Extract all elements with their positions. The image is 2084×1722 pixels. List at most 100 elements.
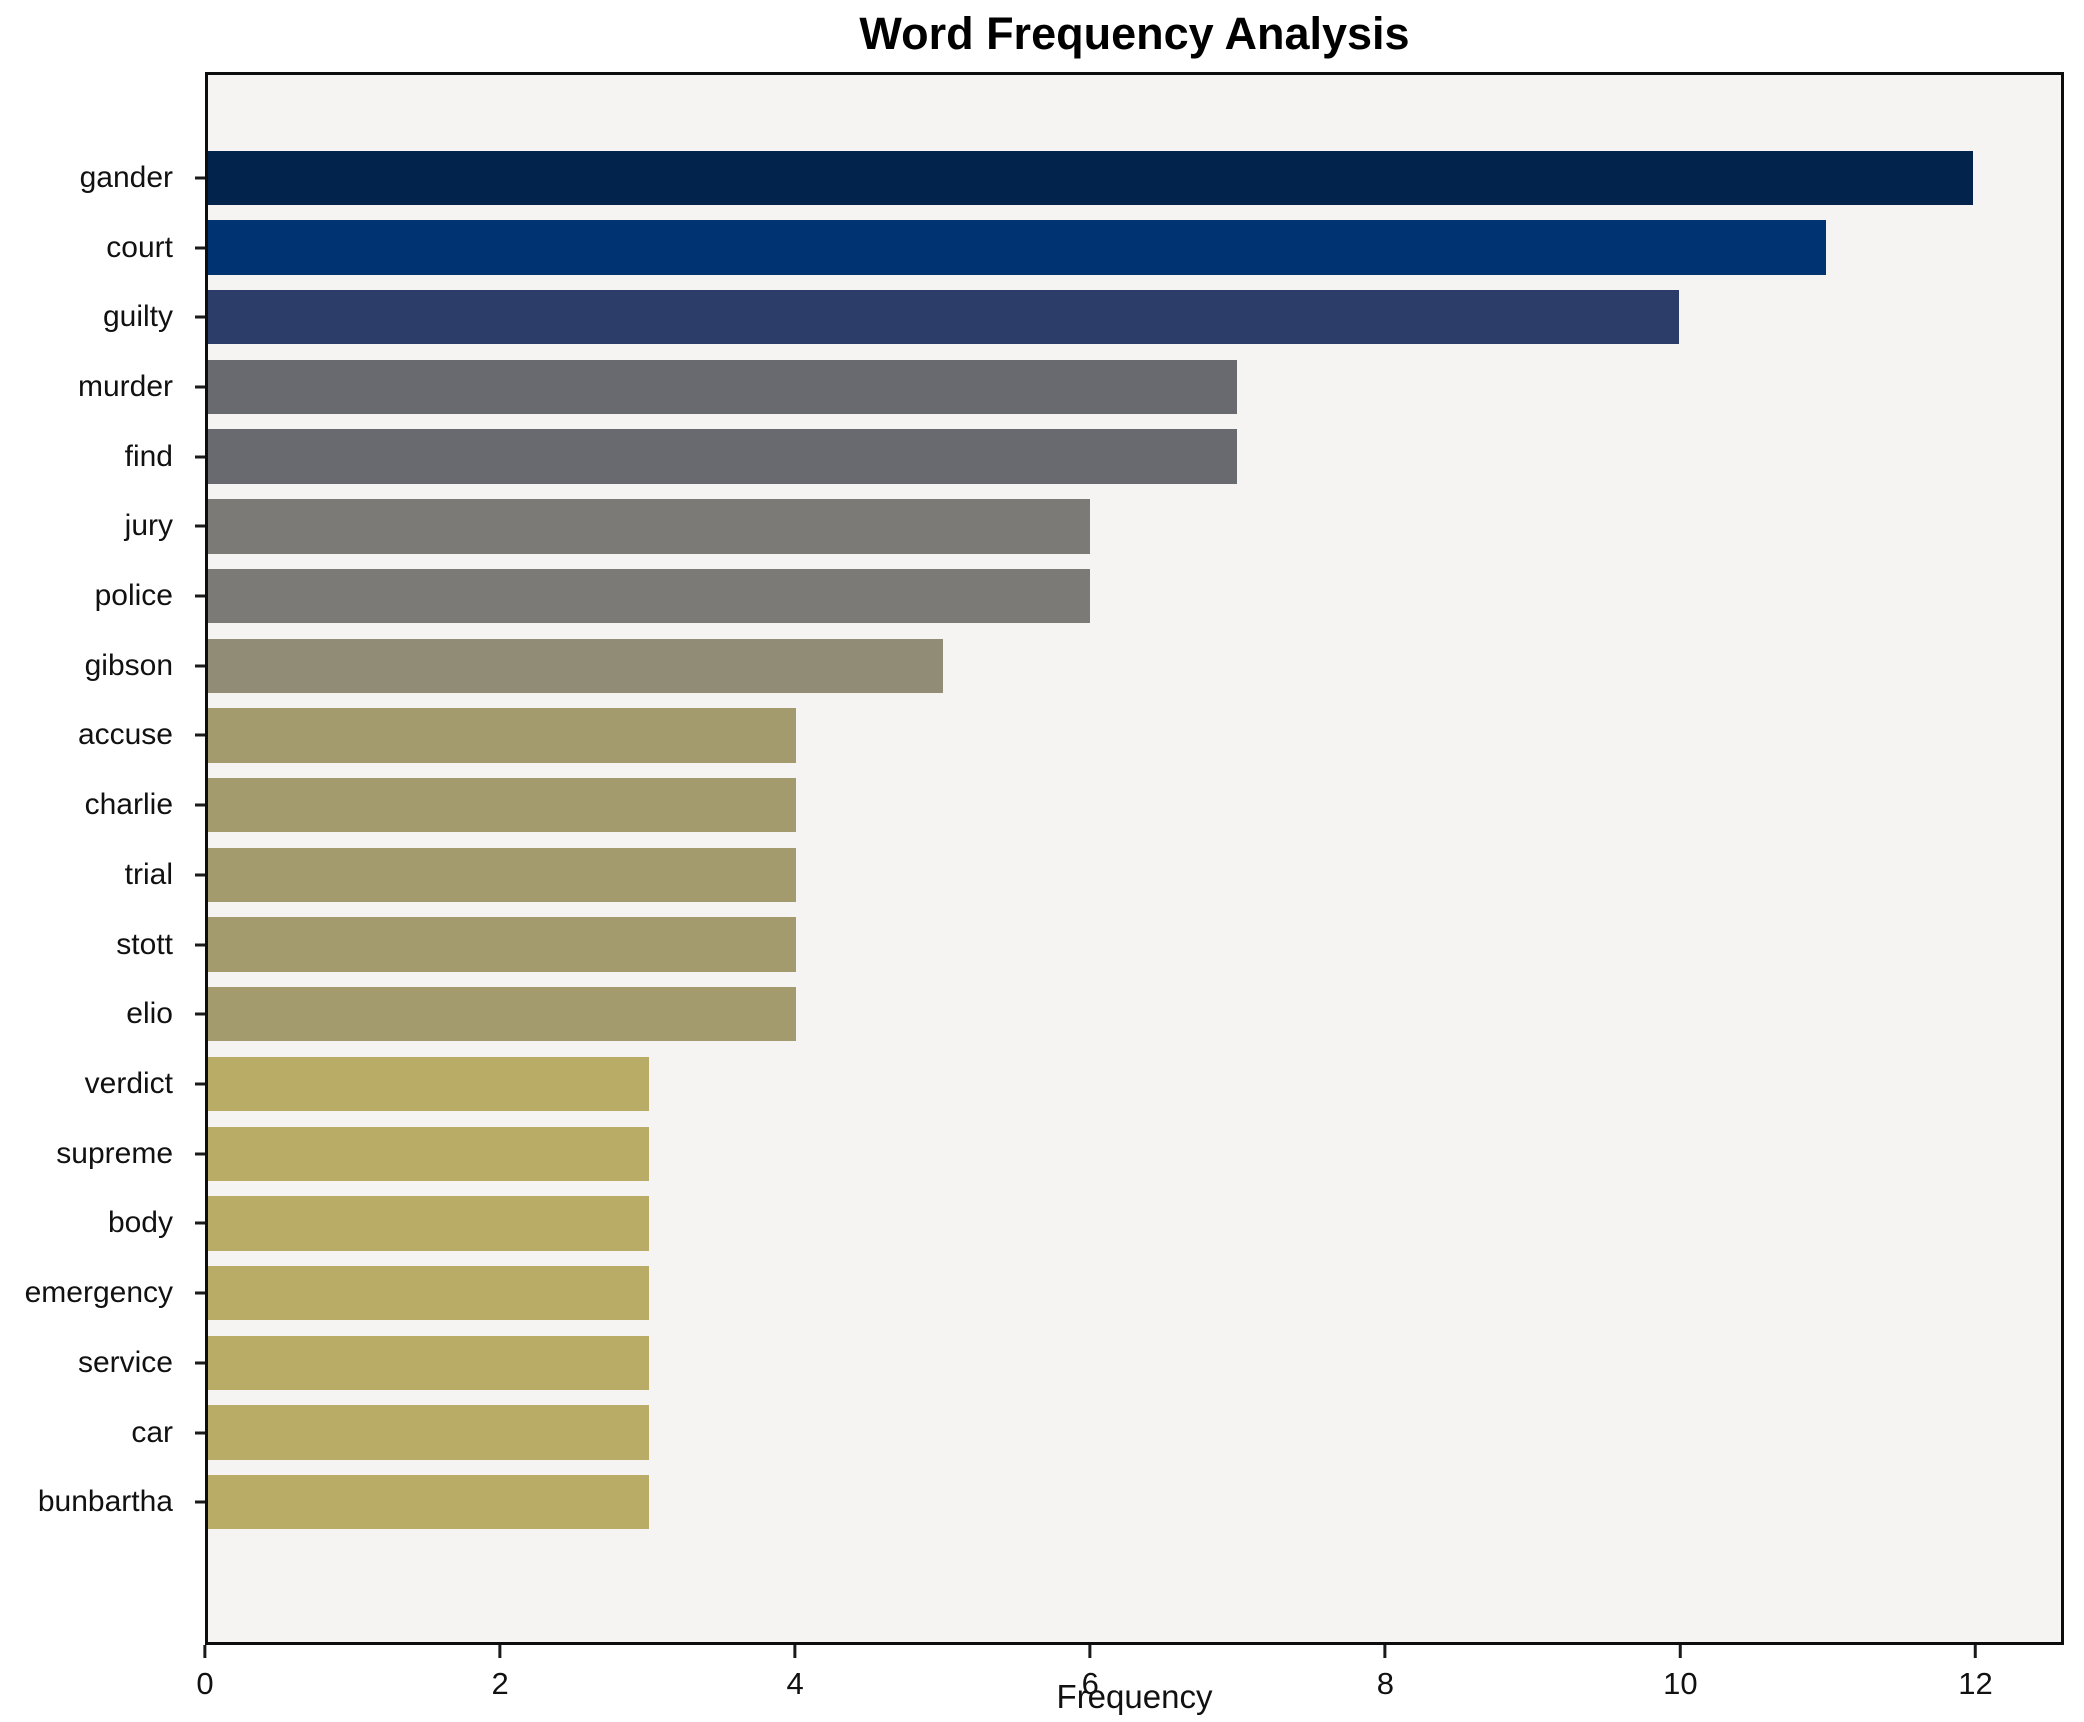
y-tick-label: verdict <box>84 1066 173 1100</box>
bar-police <box>208 568 1091 624</box>
y-tick-label: car <box>131 1415 173 1449</box>
bar-gander <box>208 150 1973 206</box>
bar-gibson <box>208 638 944 693</box>
x-tick-mark <box>1678 1645 1682 1658</box>
bar-row: find <box>125 422 2061 492</box>
bar-row: verdict <box>85 1049 2061 1119</box>
y-tick-label: find <box>124 439 173 473</box>
y-tick-label: gander <box>79 160 173 194</box>
bar-murder <box>208 359 1238 415</box>
bar-trial <box>208 847 797 903</box>
y-tick-mark <box>195 1431 205 1434</box>
bar-row: stott <box>116 910 2061 980</box>
bar-row: elio <box>126 979 2061 1049</box>
y-tick-label: elio <box>126 997 173 1031</box>
x-tick: 2 <box>491 1645 509 1702</box>
y-tick-mark <box>195 385 205 389</box>
bar-emergency <box>208 1265 650 1321</box>
bar-supreme <box>208 1126 650 1181</box>
x-tick: 10 <box>1663 1645 1698 1702</box>
bar-car <box>208 1405 650 1460</box>
y-tick-label: charlie <box>84 788 173 822</box>
y-tick-mark <box>195 803 205 807</box>
x-tick: 8 <box>1377 1645 1394 1702</box>
bar-guilty <box>208 290 1679 345</box>
x-tick-label: 6 <box>1081 1666 1099 1701</box>
y-tick-label: murder <box>77 369 173 403</box>
y-tick-mark <box>195 594 205 598</box>
bar-row: supreme <box>56 1119 2061 1189</box>
bar-row: charlie <box>85 770 2061 840</box>
y-tick-label: jury <box>124 509 173 543</box>
bar-row: police <box>95 561 2061 631</box>
bar-rows: gander court guilty murder find jury police gib… <box>25 143 2061 1537</box>
x-tick-mark <box>793 1645 797 1658</box>
bar-stott <box>208 917 797 972</box>
y-tick-label: body <box>107 1206 173 1240</box>
x-axis-label: Frequency <box>1056 1678 1213 1715</box>
bar-row: guilty <box>103 282 2061 352</box>
y-tick-mark <box>195 176 205 180</box>
bar-row: court <box>106 213 2061 283</box>
bar-elio <box>208 987 797 1042</box>
x-tick-mark <box>498 1645 502 1658</box>
x-tick: 6 <box>1082 1645 1099 1702</box>
bar-row: gibson <box>85 631 2061 701</box>
y-tick-mark <box>195 873 205 877</box>
x-tick-label: 2 <box>491 1666 509 1701</box>
y-tick-label: gibson <box>84 648 173 682</box>
bar-accuse <box>208 708 797 763</box>
y-tick-mark <box>195 1012 205 1016</box>
x-tick-mark <box>1088 1645 1092 1658</box>
bar-row: body <box>108 1189 2061 1259</box>
bar-row: jury <box>125 492 2061 562</box>
y-tick-mark <box>195 1361 205 1365</box>
y-tick-mark <box>195 1152 205 1156</box>
x-tick-label: 0 <box>196 1666 214 1701</box>
bar-jury <box>208 499 1091 554</box>
x-tick-mark <box>203 1645 207 1658</box>
x-tick-mark <box>1973 1645 1977 1658</box>
y-tick-mark <box>195 733 205 737</box>
bar-row: emergency <box>25 1258 2061 1328</box>
y-tick-mark <box>195 1500 205 1504</box>
y-tick-mark <box>195 524 205 528</box>
y-tick-label: police <box>94 579 173 613</box>
bar-verdict <box>208 1056 650 1112</box>
x-tick-label: 8 <box>1376 1666 1394 1701</box>
bar-row: car <box>131 1398 2061 1468</box>
y-tick-label: trial <box>124 857 173 891</box>
y-tick-label: stott <box>116 927 173 961</box>
y-tick-label: accuse <box>77 718 173 752</box>
y-tick-mark <box>195 943 205 947</box>
bar-row: bunbartha <box>38 1467 2061 1537</box>
y-tick-label: emergency <box>24 1276 173 1310</box>
bar-row: service <box>78 1328 2061 1398</box>
x-tick: 4 <box>787 1645 804 1702</box>
bar-row: trial <box>125 840 2061 910</box>
bar-find <box>208 429 1238 484</box>
y-tick-mark <box>195 455 205 459</box>
chart-title: Word Frequency Analysis <box>859 8 1410 59</box>
y-tick-label: guilty <box>102 300 173 334</box>
bar-row: gander <box>80 143 2061 213</box>
bar-row: murder <box>78 352 2061 422</box>
y-tick-label: service <box>77 1345 173 1379</box>
bar-body <box>208 1196 650 1251</box>
bar-service <box>208 1335 650 1390</box>
y-tick-mark <box>195 315 205 319</box>
x-tick: 12 <box>1958 1645 1993 1702</box>
y-tick-label: court <box>106 230 173 264</box>
x-tick-label: 12 <box>1958 1666 1993 1701</box>
x-tick: 0 <box>196 1645 214 1702</box>
y-tick-mark <box>195 1082 205 1086</box>
y-tick-label: supreme <box>56 1136 173 1170</box>
y-tick-mark <box>195 664 205 668</box>
y-tick-mark <box>195 1291 205 1295</box>
y-tick-label: bunbartha <box>37 1485 173 1519</box>
plot-area: gander court guilty murder find jury police gib… <box>25 72 2064 1645</box>
x-tick-label: 4 <box>786 1666 804 1701</box>
bar-charlie <box>208 778 797 833</box>
x-tick-mark <box>1383 1645 1387 1658</box>
